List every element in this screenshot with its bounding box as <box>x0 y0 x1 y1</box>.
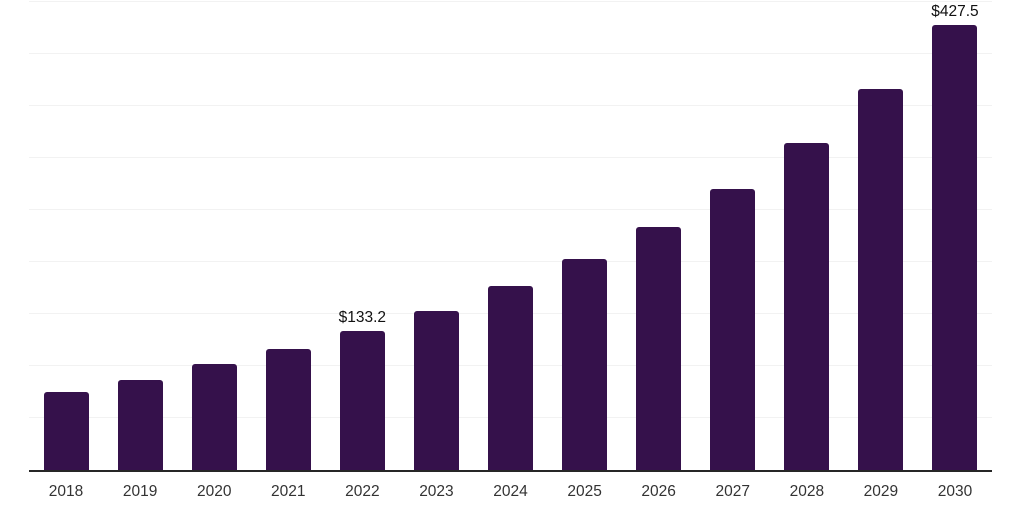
gridline <box>29 105 992 106</box>
x-axis-line <box>29 470 992 472</box>
gridline <box>29 261 992 262</box>
x-axis-tick-label-2029: 2029 <box>863 483 899 500</box>
x-axis-tick-label-2019: 2019 <box>122 483 158 500</box>
x-axis-tick-label-2030: 2030 <box>937 483 973 500</box>
bar-2019 <box>117 380 163 470</box>
x-axis-tick-label-2022: 2022 <box>345 483 380 500</box>
bar-value-label-2022: $133.2 <box>338 308 387 326</box>
bar-2020 <box>191 363 237 470</box>
bar-2022 <box>339 331 385 470</box>
x-axis: 2018 2019 2020 2021 2022 2023 2024 2025 2026 2027… <box>29 481 992 503</box>
x-axis-tick-label-2023: 2023 <box>419 483 454 500</box>
x-axis-tick-label-2021: 2021 <box>271 483 306 500</box>
bar-2025 <box>562 258 608 470</box>
bar-2021 <box>265 349 311 470</box>
bar-2029 <box>858 89 904 470</box>
plot-area: $133.2 $427.5 <box>29 1 992 472</box>
bar-2028 <box>784 143 830 470</box>
x-axis-tick-label-2024: 2024 <box>493 483 528 500</box>
x-axis-tick-label-2020: 2020 <box>196 483 232 500</box>
x-axis-tick-label-2026: 2026 <box>641 483 676 500</box>
gridline <box>29 1 992 2</box>
gridline <box>29 157 992 158</box>
bar-2027 <box>710 189 756 470</box>
x-axis-tick-label-2018: 2018 <box>48 483 84 500</box>
gridline <box>29 209 992 210</box>
x-axis-tick-label-2028: 2028 <box>789 483 825 500</box>
bar-2030 <box>932 25 978 470</box>
x-axis-tick-label-2027: 2027 <box>715 483 750 500</box>
bar-2023 <box>413 310 459 470</box>
x-axis-tick-label-2025: 2025 <box>567 483 602 500</box>
bar-2018 <box>43 392 89 470</box>
gridline <box>29 53 992 54</box>
bar-2026 <box>636 226 682 470</box>
bar-2024 <box>488 285 533 470</box>
bar-value-label-2030: $427.5 <box>931 2 979 20</box>
